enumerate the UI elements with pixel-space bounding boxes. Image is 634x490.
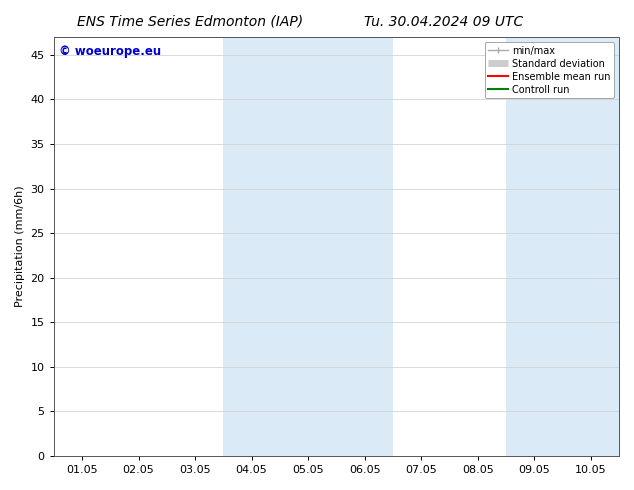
Text: ENS Time Series Edmonton (IAP): ENS Time Series Edmonton (IAP) (77, 15, 303, 29)
Bar (506, 37, 619, 456)
Legend: min/max, Standard deviation, Ensemble mean run, Controll run: min/max, Standard deviation, Ensemble me… (484, 42, 614, 98)
Text: Tu. 30.04.2024 09 UTC: Tu. 30.04.2024 09 UTC (364, 15, 524, 29)
Bar (223, 37, 393, 456)
Text: © woeurope.eu: © woeurope.eu (60, 46, 162, 58)
Y-axis label: Precipitation (mm/6h): Precipitation (mm/6h) (15, 186, 25, 307)
